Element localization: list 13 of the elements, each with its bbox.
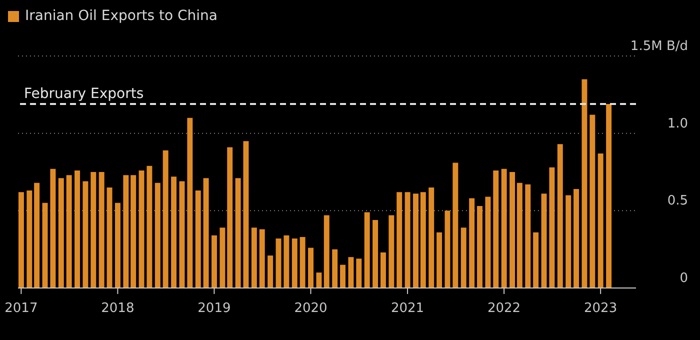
y-tick-label: 0.5: [667, 194, 688, 209]
y-tick-label: 0: [680, 271, 688, 286]
x-tick-label: 2023: [584, 301, 618, 316]
y-tick-label: 1.0: [667, 116, 688, 132]
x-tick-label: 2017: [4, 301, 38, 316]
legend-label: Iranian Oil Exports to China: [24, 8, 218, 24]
x-tick-label: 2020: [294, 301, 328, 316]
ref-line-label: February Exports: [24, 86, 144, 102]
x-tick-label: 2021: [390, 301, 424, 316]
y-tick-label: 1.5M B/d: [630, 39, 688, 54]
x-tick-label: 2022: [487, 301, 521, 316]
x-tick-label: 2019: [198, 301, 231, 316]
x-tick-label: 2018: [101, 301, 134, 316]
